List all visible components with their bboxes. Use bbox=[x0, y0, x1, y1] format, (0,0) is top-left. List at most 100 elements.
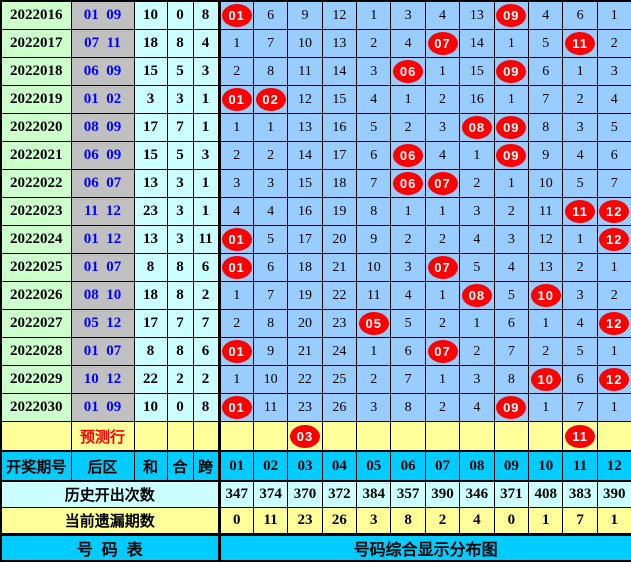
period-cell: 2022026 bbox=[0, 281, 72, 310]
grid-cell: 07 bbox=[424, 169, 461, 198]
grid-cell: 6 bbox=[493, 309, 530, 338]
table-row: 2022019 01 02 3 3 1 01 02 12 15 4 1 2 16 1 7 2 4 bbox=[0, 85, 631, 114]
grid-cell: 2 bbox=[596, 281, 631, 310]
hit-number-circle: 10 bbox=[530, 368, 561, 391]
hit-number-circle: 09 bbox=[496, 396, 527, 419]
grid-cell: 11 bbox=[528, 197, 564, 226]
sum-cell: 3 bbox=[133, 85, 168, 114]
grid-cell: 7 bbox=[493, 337, 530, 366]
grid-cell bbox=[217, 421, 254, 452]
miss-count-cell: 0 bbox=[217, 507, 254, 536]
sum-cell: 18 bbox=[133, 281, 168, 310]
tail-cell: 3 bbox=[166, 169, 194, 198]
hit-number-circle: 02 bbox=[255, 88, 286, 111]
grid-cell: 06 bbox=[390, 141, 426, 170]
miss-count-cell: 2 bbox=[424, 507, 461, 536]
grid-cell: 13 bbox=[459, 0, 495, 30]
grid-cell: 1 bbox=[390, 85, 426, 114]
grid-cell: 1 bbox=[596, 253, 631, 282]
sum-cell: 13 bbox=[133, 169, 168, 198]
grid-cell bbox=[321, 421, 358, 452]
header-number: 01 bbox=[217, 450, 254, 482]
grid-cell: 01 bbox=[217, 337, 254, 366]
period-cell: 2022020 bbox=[0, 113, 72, 142]
grid-cell: 09 bbox=[493, 57, 530, 86]
grid-cell: 01 bbox=[217, 0, 254, 30]
header-number: 04 bbox=[321, 450, 358, 482]
rear-numbers-cell: 08 10 bbox=[70, 281, 135, 310]
grid-cell: 9 bbox=[252, 337, 289, 366]
history-count-cell: 347 bbox=[217, 480, 254, 508]
tail-cell: 7 bbox=[166, 309, 194, 338]
tail-cell: 3 bbox=[166, 225, 194, 254]
grid-cell: 3 bbox=[390, 0, 426, 30]
grid-cell: 2 bbox=[356, 29, 392, 58]
grid-cell: 2 bbox=[252, 141, 289, 170]
grid-cell: 16 bbox=[321, 113, 358, 142]
history-count-cell: 346 bbox=[459, 480, 495, 508]
span-cell: 2 bbox=[192, 365, 220, 394]
header-number: 02 bbox=[252, 450, 289, 482]
hit-number-circle: 06 bbox=[393, 172, 424, 195]
hit-number-circle: 11 bbox=[565, 424, 596, 448]
sum-cell: 17 bbox=[133, 113, 168, 142]
grid-cell: 1 bbox=[217, 113, 254, 142]
grid-cell: 9 bbox=[287, 0, 323, 30]
span-cell: 3 bbox=[192, 141, 220, 170]
tail-cell: 8 bbox=[166, 281, 194, 310]
grid-cell: 08 bbox=[459, 281, 495, 310]
hit-number-circle: 09 bbox=[496, 116, 527, 139]
hit-number-circle: 01 bbox=[222, 396, 252, 419]
grid-cell: 3 bbox=[459, 197, 495, 226]
sum-cell: 10 bbox=[133, 393, 168, 422]
grid-cell: 06 bbox=[390, 57, 426, 86]
grid-cell: 22 bbox=[321, 281, 358, 310]
grid-cell: 5 bbox=[596, 113, 631, 142]
header-number: 09 bbox=[493, 450, 530, 482]
grid-cell: 1 bbox=[528, 393, 564, 422]
hit-number-circle: 05 bbox=[358, 312, 389, 335]
grid-cell: 23 bbox=[321, 309, 358, 338]
table-row: 2022017 07 11 18 8 4 1 7 10 13 2 4 07 14 1 5 11 2 bbox=[0, 29, 631, 58]
table-row: 2022025 01 07 8 8 6 01 6 18 21 10 3 07 5 4 13 2 1 bbox=[0, 253, 631, 282]
header-period: 开奖期号 bbox=[0, 450, 72, 482]
grid-cell: 2 bbox=[424, 309, 461, 338]
sum-cell: 17 bbox=[133, 309, 168, 338]
tail-cell: 3 bbox=[166, 197, 194, 226]
grid-cell: 12 bbox=[596, 197, 631, 226]
span-cell-empty bbox=[192, 421, 220, 452]
period-cell: 2022024 bbox=[0, 225, 72, 254]
header-number: 12 bbox=[596, 450, 631, 482]
grid-cell: 12 bbox=[528, 225, 564, 254]
grid-cell: 4 bbox=[424, 0, 461, 30]
grid-cell: 4 bbox=[596, 85, 631, 114]
grid-cell: 16 bbox=[287, 197, 323, 226]
table-row: 2022020 08 09 17 7 1 1 1 13 16 5 2 3 08 09 8 3 5 bbox=[0, 113, 631, 142]
grid-cell: 4 bbox=[562, 309, 598, 338]
grid-cell: 22 bbox=[287, 365, 323, 394]
history-count-cell: 408 bbox=[528, 480, 564, 508]
tail-cell: 8 bbox=[166, 253, 194, 282]
grid-cell: 5 bbox=[252, 225, 289, 254]
grid-cell: 7 bbox=[562, 393, 598, 422]
sum-cell-empty bbox=[133, 421, 168, 452]
table-row: 2022021 06 09 15 5 3 2 2 14 17 6 06 4 1 09 9 4 6 bbox=[0, 141, 631, 170]
rear-numbers-cell: 06 07 bbox=[70, 169, 135, 198]
column-header-row: 开奖期号 后区和合跨 01 02 03 04 05 06 07 08 09 10 11 12 bbox=[0, 450, 631, 482]
grid-cell: 17 bbox=[287, 225, 323, 254]
header-number: 03 bbox=[287, 450, 323, 482]
grid-cell: 3 bbox=[356, 57, 392, 86]
table-row: 2022029 10 12 22 2 2 1 10 22 25 2 7 1 3 8 10 6 12 bbox=[0, 365, 631, 394]
grid-cell: 10 bbox=[528, 365, 564, 394]
table-row: 2022023 11 12 23 3 1 4 4 16 19 8 1 1 3 2 11 11 12 bbox=[0, 197, 631, 226]
hit-number-circle: 11 bbox=[565, 200, 596, 223]
rear-numbers-cell: 01 07 bbox=[70, 253, 135, 282]
grid-cell: 21 bbox=[287, 337, 323, 366]
grid-cell: 3 bbox=[493, 225, 530, 254]
grid-cell: 4 bbox=[562, 141, 598, 170]
grid-cell: 2 bbox=[562, 85, 598, 114]
grid-cell: 2 bbox=[217, 309, 254, 338]
grid-cell: 12 bbox=[287, 85, 323, 114]
hit-number-circle: 09 bbox=[496, 60, 527, 83]
grid-cell: 12 bbox=[321, 0, 358, 30]
